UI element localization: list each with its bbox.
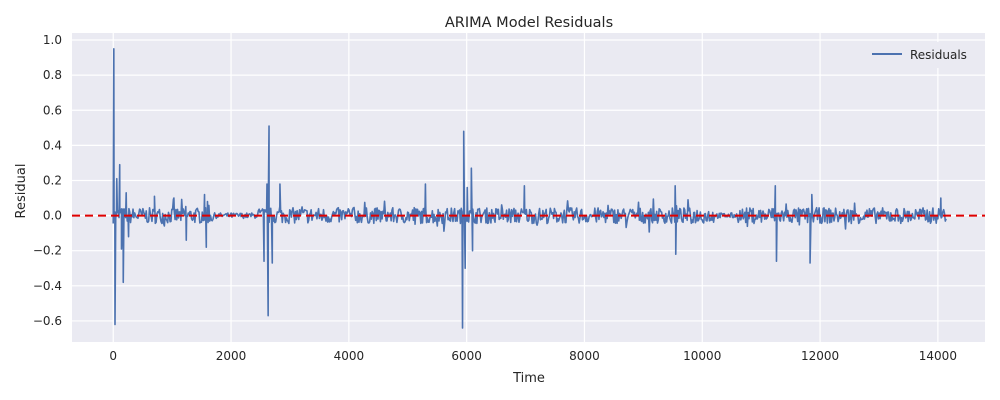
y-axis-label: Residual [14, 164, 29, 219]
y-tick-label: −0.4 [33, 279, 62, 293]
x-tick-label: 12000 [801, 349, 839, 363]
x-axis-label: Time [512, 371, 545, 386]
y-tick-label: 0.2 [43, 173, 62, 187]
chart-title: ARIMA Model Residuals [445, 15, 613, 31]
legend-label-residuals: Residuals [910, 48, 967, 62]
y-tick-label: 0.4 [43, 138, 62, 152]
x-tick-label: 10000 [683, 349, 721, 363]
legend: Residuals [862, 42, 978, 68]
x-tick-label: 14000 [919, 349, 957, 363]
x-tick-label: 6000 [451, 349, 482, 363]
x-tick-label: 4000 [334, 349, 365, 363]
grid-lines [72, 33, 985, 342]
y-tick-label: −0.2 [33, 244, 62, 258]
x-tick-label: 8000 [569, 349, 600, 363]
legend-box [862, 42, 978, 68]
x-tick-label: 0 [109, 349, 117, 363]
y-tick-label: 0.8 [43, 68, 62, 82]
x-tick-labels: 0 2000 4000 6000 8000 10000 12000 14000 [109, 349, 957, 363]
plot-area [72, 33, 985, 342]
y-tick-labels: −0.6 −0.4 −0.2 0.0 0.2 0.4 0.6 0.8 1.0 [33, 33, 62, 328]
y-tick-label: 0.6 [43, 103, 62, 117]
y-tick-label: −0.6 [33, 314, 62, 328]
x-tick-label: 2000 [216, 349, 247, 363]
y-tick-label: 1.0 [43, 33, 62, 47]
y-tick-label: 0.0 [43, 209, 62, 223]
